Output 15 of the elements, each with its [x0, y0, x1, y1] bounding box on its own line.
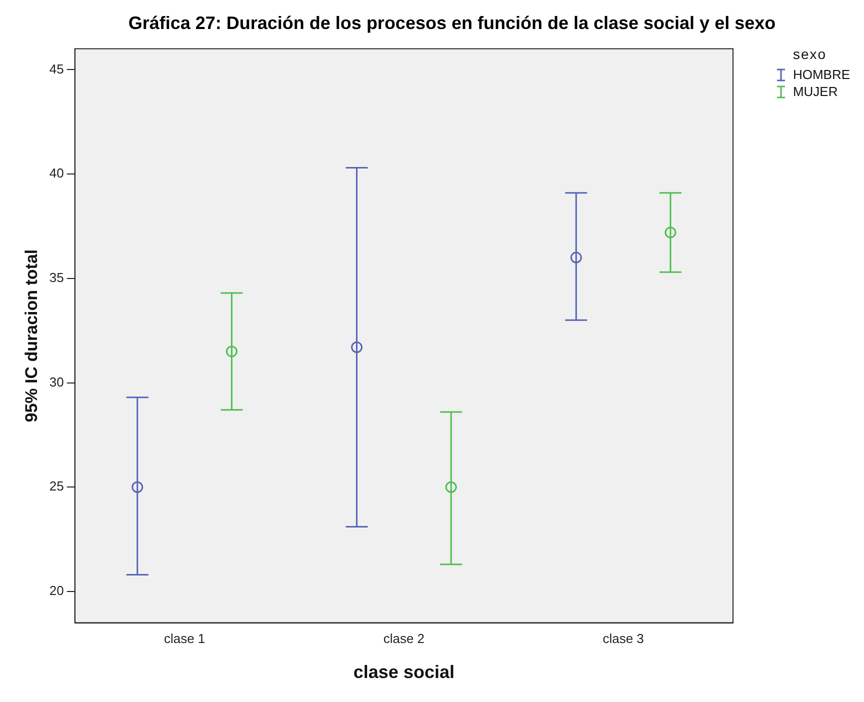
- chart-title: Gráfica 27: Duración de los procesos en función de la clase social y el sexo: [127, 12, 777, 35]
- y-tick-label: 40: [49, 166, 64, 181]
- y-tick-label: 45: [49, 61, 64, 76]
- y-tick-label: 35: [49, 270, 64, 285]
- x-tick-label: clase 1: [164, 631, 206, 646]
- y-tick-label: 20: [49, 583, 64, 598]
- legend-title: sexo: [792, 46, 828, 62]
- legend-label: HOMBRE: [792, 67, 850, 82]
- x-tick-label: clase 2: [383, 631, 425, 646]
- legend-label: MUJER: [792, 84, 838, 99]
- x-tick-label: clase 3: [602, 631, 644, 646]
- y-tick-label: 30: [49, 374, 64, 390]
- x-axis-title: clase social: [353, 662, 454, 682]
- y-axis-title: 95% IC duracion total: [22, 249, 41, 422]
- y-tick-label: 25: [49, 478, 64, 494]
